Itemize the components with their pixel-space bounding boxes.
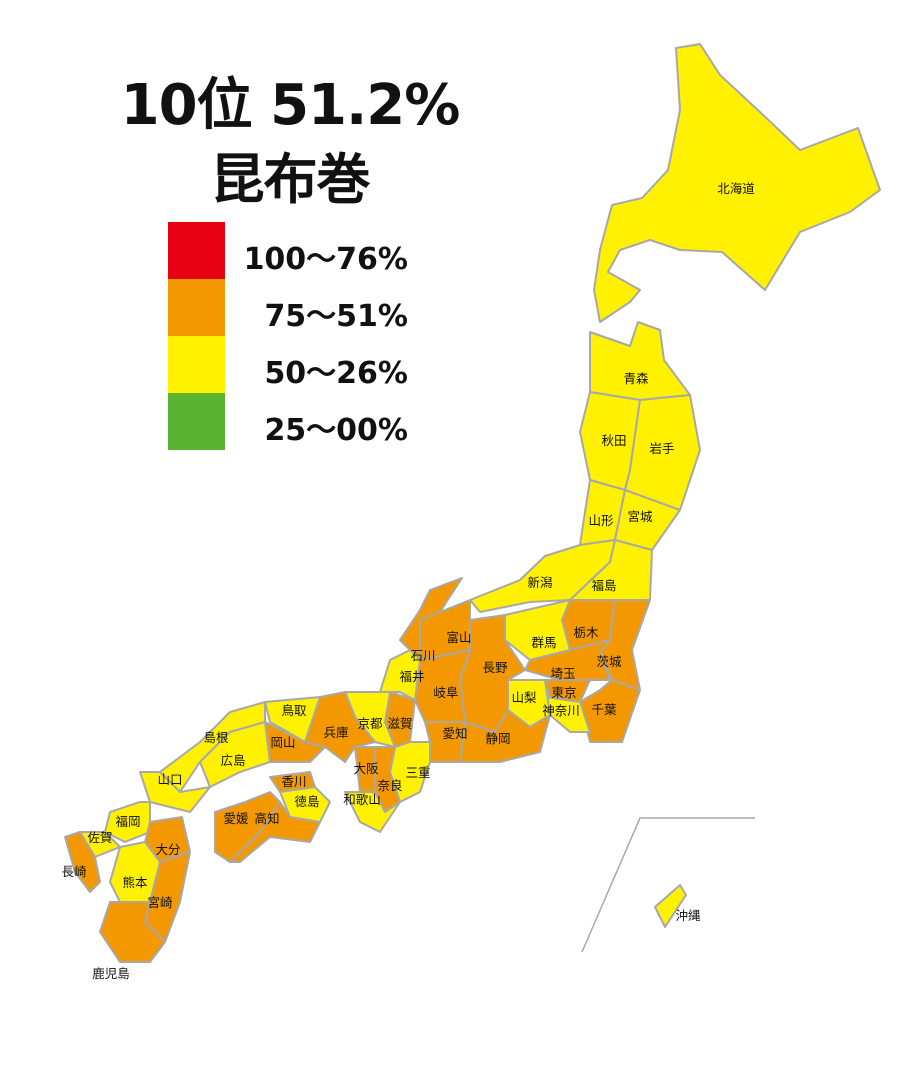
prefecture-shapes — [64, 43, 881, 963]
prefecture-label: 鳥取 — [281, 703, 307, 718]
prefecture-label: 大分 — [155, 842, 180, 857]
prefecture-label: 長崎 — [61, 864, 87, 879]
legend-item-yellow: 50〜26% — [168, 336, 418, 393]
prefecture-region — [504, 599, 571, 661]
prefecture-label: 長野 — [482, 660, 508, 675]
prefecture-label: 香川 — [281, 774, 306, 789]
item-title: 昆布巻 — [210, 148, 371, 211]
prefecture-label: 京都 — [357, 716, 383, 731]
okinawa-inset-frame — [581, 817, 755, 953]
prefecture-label: 徳島 — [294, 794, 319, 809]
legend-item-green: 25〜00% — [168, 393, 418, 450]
prefecture-label: 奈良 — [377, 778, 402, 793]
prefecture-label: 山梨 — [511, 690, 537, 705]
prefecture-label: 富山 — [446, 630, 471, 645]
prefecture-label: 愛知 — [442, 726, 467, 741]
prefecture-label: 和歌山 — [343, 792, 381, 807]
prefecture-label: 愛媛 — [223, 811, 249, 826]
prefecture-label: 秋田 — [601, 433, 626, 448]
rank-percentage-title: 10位 51.2% — [120, 73, 461, 138]
prefecture-label: 兵庫 — [323, 725, 348, 740]
prefecture-region — [64, 831, 101, 893]
legend-label: 100〜76% — [243, 242, 408, 277]
prefecture-label: 神奈川 — [542, 703, 580, 718]
prefecture-label: 滋賀 — [387, 716, 412, 731]
prefecture-label: 岐阜 — [433, 685, 458, 700]
prefecture-label: 岡山 — [270, 735, 295, 750]
prefecture-label: 新潟 — [527, 575, 552, 590]
prefecture-label: 高知 — [254, 811, 279, 826]
legend-swatch-yellow — [168, 336, 225, 393]
prefecture-label: 島根 — [203, 730, 229, 745]
prefecture-label: 千葉 — [591, 702, 617, 717]
prefecture-label: 福岡 — [115, 814, 140, 829]
prefecture-label: 大阪 — [353, 761, 379, 776]
legend-swatch-green — [168, 393, 225, 450]
prefecture-label: 栃木 — [573, 625, 599, 640]
prefecture-label: 山口 — [157, 772, 182, 787]
prefecture-region — [459, 709, 551, 763]
prefecture-label: 北海道 — [717, 181, 755, 196]
prefecture-region — [344, 791, 401, 833]
prefecture-label: 東京 — [551, 685, 576, 700]
legend-item-red: 100〜76% — [168, 222, 418, 279]
prefecture-label: 鹿児島 — [92, 966, 130, 981]
prefecture-region — [654, 884, 687, 928]
prefecture-region — [593, 43, 881, 323]
prefecture-region — [524, 639, 611, 681]
prefecture-label: 福井 — [399, 669, 424, 684]
prefecture-label: 熊本 — [122, 875, 148, 890]
prefecture-label: 茨城 — [596, 654, 622, 669]
prefecture-label: 福島 — [591, 578, 616, 593]
prefecture-label: 静岡 — [485, 731, 510, 746]
prefecture-region — [589, 321, 691, 401]
legend-label: 25〜00% — [264, 413, 408, 448]
legend-swatch-red — [168, 222, 225, 279]
legend-item-orange: 75〜51% — [168, 279, 418, 336]
prefecture-label: 青森 — [623, 371, 649, 386]
legend-label: 50〜26% — [264, 356, 408, 391]
prefecture-label: 石川 — [410, 648, 435, 663]
prefecture-label: 沖縄 — [675, 908, 701, 923]
legend-label: 75〜51% — [264, 299, 408, 334]
prefecture-region — [229, 801, 321, 863]
prefecture-region — [99, 901, 166, 963]
prefecture-label: 岩手 — [649, 441, 674, 456]
prefecture-label: 群馬 — [531, 635, 556, 650]
prefecture-label: 山形 — [588, 513, 614, 528]
prefecture-label: 埼玉 — [550, 666, 575, 681]
prefecture-label: 佐賀 — [87, 830, 112, 845]
prefecture-label: 宮城 — [627, 509, 653, 524]
prefecture-label: 三重 — [405, 765, 430, 780]
legend-swatch-orange — [168, 279, 225, 336]
prefecture-label: 広島 — [220, 753, 245, 768]
prefecture-label: 宮崎 — [147, 895, 173, 910]
